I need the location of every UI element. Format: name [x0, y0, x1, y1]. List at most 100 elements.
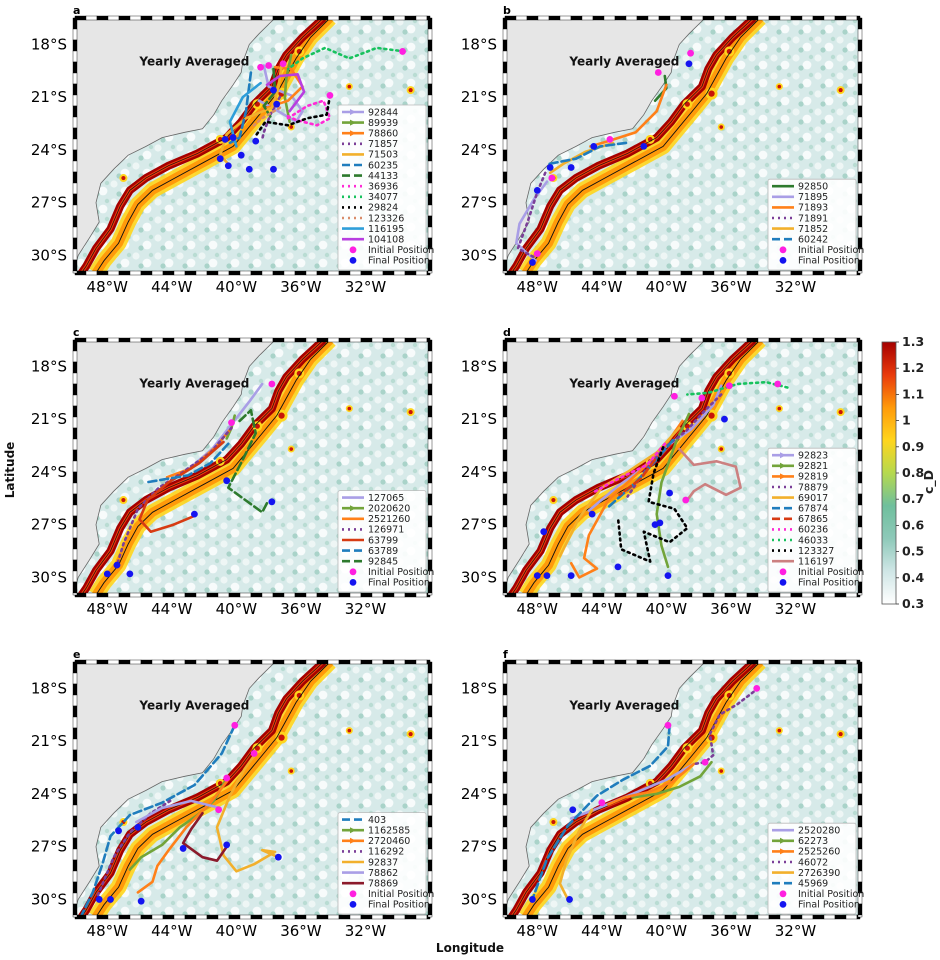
- frame-segment: [713, 270, 726, 276]
- legend-entry-63799: 63799: [368, 535, 398, 546]
- frame-segment: [427, 592, 433, 596]
- frame-segment: [217, 15, 230, 21]
- final-position-marker: [252, 137, 260, 145]
- frame-segment: [327, 914, 340, 920]
- frame-segment: [502, 914, 508, 918]
- frame-segment: [107, 337, 120, 343]
- final-position-marker: [126, 570, 134, 578]
- seamount-core: [289, 769, 294, 773]
- frame-segment: [427, 727, 433, 740]
- lon-tick-label: 36°W: [710, 278, 752, 296]
- trajectory-116197: [677, 447, 742, 502]
- legend-entry-92845: 92845: [368, 557, 398, 568]
- initial-position-marker: [533, 250, 541, 258]
- frame-segment: [625, 592, 638, 598]
- frame-segment: [151, 15, 164, 21]
- frame-segment: [427, 171, 433, 184]
- seamount-core: [347, 728, 352, 733]
- frame-segment: [228, 659, 241, 665]
- frame-segment: [857, 105, 863, 118]
- frame-segment: [502, 105, 508, 118]
- lon-tick-label: 32°W: [345, 600, 387, 618]
- legend-final-label: Final Position: [368, 900, 430, 911]
- frame-segment: [349, 592, 362, 598]
- lat-tick-label: 18°S: [31, 679, 67, 697]
- final-position-marker: [614, 563, 622, 571]
- legend-entry-36936: 36936: [368, 182, 398, 193]
- frame-segment: [72, 438, 78, 451]
- frame-segment: [72, 760, 78, 773]
- frame-segment: [107, 914, 120, 920]
- colorbar-bar: [881, 341, 897, 605]
- frame-segment: [272, 659, 285, 665]
- frame-segment: [250, 337, 263, 343]
- frame-segment: [427, 372, 433, 385]
- frame-segment: [360, 270, 373, 276]
- frame-segment: [173, 15, 186, 21]
- legend-box: [767, 822, 857, 915]
- trajectory-78862: [135, 799, 222, 824]
- frame-segment: [72, 815, 78, 828]
- frame-segment: [502, 72, 508, 85]
- frame-segment: [338, 659, 351, 665]
- seamount-core: [254, 745, 260, 751]
- trajectory-46072: [692, 690, 755, 766]
- frame-segment: [228, 270, 241, 276]
- frame-segment: [72, 350, 78, 363]
- frame-segment: [502, 537, 508, 550]
- frame-segment: [857, 826, 863, 839]
- frame-segment: [570, 914, 583, 920]
- frame-segment: [294, 15, 307, 21]
- lat-tick-label: 21°S: [31, 732, 67, 750]
- land-mass: [75, 18, 430, 267]
- frame-segment: [735, 15, 748, 21]
- frame-segment: [515, 914, 528, 920]
- frame-segment: [502, 782, 508, 795]
- seamount-core: [289, 447, 294, 451]
- trajectory-2726390: [558, 808, 594, 901]
- frame-segment: [140, 15, 153, 21]
- frame-segment: [636, 15, 649, 21]
- frame-segment: [614, 659, 627, 665]
- initial-position-marker: [664, 721, 672, 729]
- lon-tick-label: 32°W: [345, 278, 387, 296]
- frame-segment: [746, 659, 759, 665]
- frame-segment: [757, 659, 770, 665]
- frame-segment: [857, 61, 863, 74]
- trajectory-1162585: [128, 776, 228, 871]
- frame-segment: [72, 859, 78, 872]
- frame-segment: [857, 815, 863, 828]
- final-position-marker: [273, 100, 281, 108]
- final-position-marker: [567, 164, 575, 171]
- frame-segment: [393, 659, 406, 665]
- frame-segment: [427, 793, 433, 806]
- frame-segment: [857, 182, 863, 195]
- frame-segment: [603, 659, 616, 665]
- frame-segment: [559, 337, 572, 343]
- frame-segment: [757, 592, 770, 598]
- frame-segment: [72, 471, 78, 484]
- legend-final-label: Final Position: [798, 578, 860, 589]
- frame-segment: [72, 515, 78, 528]
- frame-segment: [118, 337, 131, 343]
- frame-segment: [502, 193, 508, 206]
- frame-segment: [427, 17, 433, 30]
- frame-segment: [502, 661, 508, 674]
- frame-segment: [724, 659, 737, 665]
- frame-segment: [857, 782, 863, 795]
- frame-segment: [515, 337, 528, 343]
- frame-segment: [427, 738, 433, 751]
- legend-entry-123326: 123326: [368, 213, 404, 224]
- seamount-core: [296, 370, 302, 377]
- frame-segment: [691, 592, 704, 598]
- lon-tick-label: 44°W: [581, 278, 623, 296]
- final-position-marker: [137, 897, 145, 905]
- frame-segment: [857, 482, 863, 495]
- frame-segment: [427, 460, 433, 473]
- trajectory-89939: [283, 53, 293, 124]
- frame-segment: [382, 337, 395, 343]
- frame-segment: [502, 683, 508, 696]
- legend-entry-2525260: 2525260: [798, 847, 840, 858]
- frame-segment: [85, 914, 98, 920]
- frame-segment: [647, 914, 660, 920]
